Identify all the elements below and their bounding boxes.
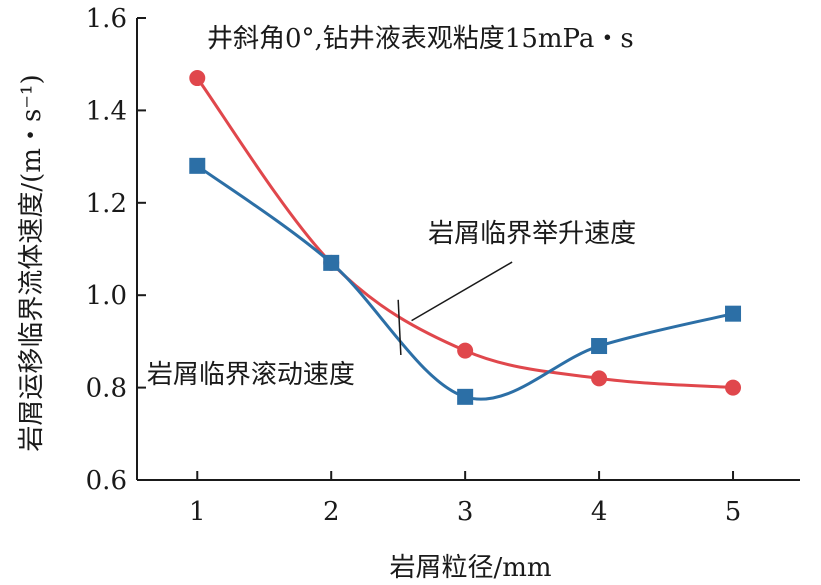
data-point (457, 388, 474, 405)
series-rolling-velocity (189, 157, 742, 405)
data-point (323, 254, 340, 271)
annotation-leader-line (411, 261, 513, 322)
y-tick-label: 1.6 (86, 4, 127, 34)
annotation-label: 岩屑临界举升速度 (428, 219, 636, 249)
data-point (457, 342, 474, 359)
x-tick-label: 1 (189, 497, 206, 527)
x-tick-label: 5 (725, 497, 742, 527)
series-lifting-velocity (189, 70, 742, 396)
y-tick-label: 1.4 (86, 96, 127, 126)
series-line (196, 77, 734, 390)
x-tick-label: 2 (323, 497, 340, 527)
series-layer (189, 70, 742, 405)
annotation-label: 岩屑临界滚动速度 (147, 360, 355, 390)
data-point (725, 379, 742, 396)
data-point (189, 157, 206, 174)
data-point (189, 70, 206, 87)
x-tick-label: 3 (457, 497, 474, 527)
x-tick-label: 4 (591, 497, 608, 527)
y-tick-label: 0.6 (86, 466, 127, 496)
axes: 0.6 0.8 1.0 1.2 1.4 1.6 1 2 3 4 5 (86, 4, 800, 527)
data-point (591, 338, 608, 355)
y-tick-label: 0.8 (86, 374, 127, 404)
y-axis-title: 岩屑运移临界流体速度/(m・s⁻¹) (17, 74, 47, 451)
y-tick-label: 1.2 (86, 189, 127, 219)
x-axis-title: 岩屑粒径/mm (389, 553, 551, 583)
x-ticks: 1 2 3 4 5 (189, 471, 741, 527)
annotation-leader-line (397, 299, 402, 356)
data-point (591, 370, 608, 387)
data-point (725, 305, 742, 322)
y-tick-label: 1.0 (86, 281, 127, 311)
y-ticks: 0.6 0.8 1.0 1.2 1.4 1.6 (86, 4, 146, 496)
chart-title: 井斜角0°,钻井液表观粘度15mPa・s (207, 24, 634, 54)
